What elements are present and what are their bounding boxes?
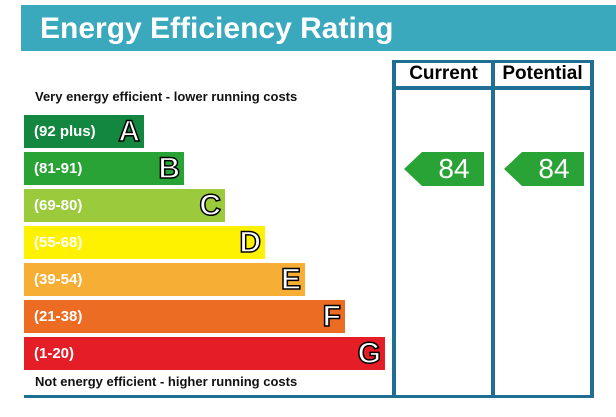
- band-range-label: (39-54): [34, 271, 83, 288]
- band-b: (81-91) B: [24, 151, 184, 186]
- frame-divider-left: [392, 60, 396, 398]
- frame-divider-right: [590, 60, 594, 398]
- top-note: Very energy efficient - lower running co…: [35, 89, 298, 104]
- band-letter: G: [357, 336, 382, 371]
- bottom-note: Not energy efficient - higher running co…: [35, 374, 298, 389]
- rating-value: 84: [438, 153, 470, 184]
- chart-header: Energy Efficiency Rating: [21, 5, 616, 51]
- band-d: (55-68) D: [24, 225, 265, 260]
- potential-column-header: Potential: [502, 63, 583, 84]
- band-letter: A: [118, 114, 141, 149]
- band-g: (1-20) G: [24, 336, 385, 371]
- band-letter: E: [280, 262, 302, 297]
- band-letter: F: [322, 299, 342, 334]
- frame-divider-mid: [491, 60, 495, 398]
- band-e: (39-54) E: [24, 262, 305, 297]
- band-letter: D: [239, 225, 262, 260]
- current-rating-arrow: 84: [404, 152, 484, 186]
- rating-value: 84: [538, 153, 570, 184]
- band-letter: C: [199, 188, 222, 223]
- band-c: (69-80) C: [24, 188, 225, 223]
- band-range-label: (92 plus): [34, 123, 96, 140]
- band-f: (21-38) F: [24, 299, 345, 334]
- arrow-polygon: [404, 152, 484, 186]
- band-a: (92 plus) A: [24, 114, 144, 149]
- band-range-label: (69-80): [34, 197, 83, 214]
- band-range-label: (81-91): [34, 160, 83, 177]
- arrow-polygon: [504, 152, 584, 186]
- frame-bottom-rule: [24, 395, 594, 398]
- arrow-shape: [404, 152, 484, 186]
- potential-rating-arrow: 84: [504, 152, 584, 186]
- chart-title: Energy Efficiency Rating: [40, 12, 394, 45]
- arrow-shape: [504, 152, 584, 186]
- band-range-label: (21-38): [34, 308, 83, 325]
- band-range-label: (55-68): [34, 234, 83, 251]
- band-letter: B: [158, 151, 181, 186]
- band-range-label: (1-20): [34, 345, 75, 362]
- current-column-header: Current: [409, 63, 478, 84]
